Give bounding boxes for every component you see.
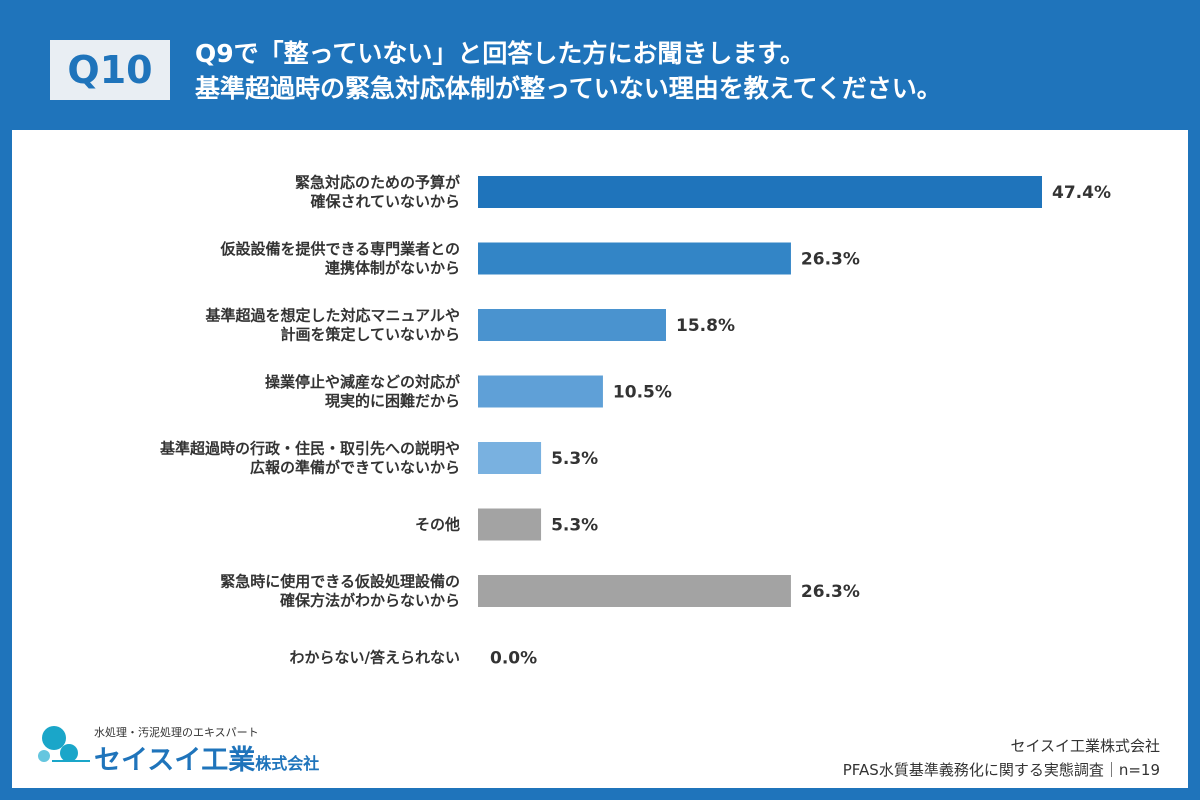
category-label-line: 計画を策定していないから	[280, 326, 460, 344]
logo-orb-icon	[60, 744, 78, 762]
value-label: 0.0%	[490, 649, 537, 669]
bar	[478, 375, 603, 408]
value-label: 26.3%	[801, 582, 860, 602]
logo-brand: セイスイ工業株式会社	[94, 738, 319, 777]
logo-line-icon	[52, 760, 90, 762]
company-logo: 水処理・汚泥処理のエキスパート セイスイ工業株式会社	[32, 720, 392, 780]
title-line-2: 基準超過時の緊急対応体制が整っていない理由を教えてください。	[195, 74, 942, 103]
category-label: その他	[415, 516, 460, 534]
category-label-line: 基準超過を想定した対応マニュアルや	[204, 307, 460, 325]
category-label-line: 現実的に困難だから	[325, 392, 460, 410]
logo-orb-icon	[38, 750, 50, 762]
category-label-line: 確保方法がわからないから	[279, 592, 460, 610]
question-badge: Q10	[50, 40, 170, 100]
category-label: 基準超過を想定した対応マニュアルや計画を策定していないから	[204, 307, 460, 344]
value-label: 15.8%	[676, 316, 735, 336]
category-label-line: 緊急時に使用できる仮設処理設備の	[220, 573, 460, 591]
logo-name: セイスイ工業	[94, 745, 256, 776]
bar	[478, 242, 791, 275]
category-label: 緊急対応のための予算が確保されていないから	[295, 174, 461, 211]
source-credit: セイスイ工業株式会社 PFAS水質基準義務化に関する実態調査｜n=19	[843, 734, 1160, 782]
category-label-line: 確保されていないから	[309, 193, 460, 211]
category-label: 基準超過時の行政・住民・取引先への説明や広報の準備ができていないから	[159, 440, 460, 477]
category-label-line: 基準超過時の行政・住民・取引先への説明や	[159, 440, 460, 458]
logo-suffix: 株式会社	[255, 754, 320, 773]
value-label: 47.4%	[1052, 183, 1111, 203]
value-label: 26.3%	[801, 250, 860, 270]
page-title: Q9で「整っていない」と回答した方にお聞きします。 基準超過時の緊急対応体制が整…	[195, 36, 1185, 106]
category-label-line: 広報の準備ができていないから	[250, 459, 460, 477]
category-label-line: 連携体制がないから	[325, 259, 460, 277]
value-label: 5.3%	[551, 516, 598, 536]
category-label-line: 仮設設備を提供できる専門業者との	[219, 240, 460, 258]
credit-survey: PFAS水質基準義務化に関する実態調査｜n=19	[842, 761, 1160, 779]
value-label: 10.5%	[613, 383, 672, 403]
chart-panel: 緊急対応のための予算が確保されていないから 47.4% 仮設設備を提供できる専門業者…	[12, 130, 1188, 788]
bar	[478, 176, 1042, 208]
credit-company: セイスイ工業株式会社	[1010, 737, 1160, 755]
bar	[478, 575, 791, 607]
header: Q10 Q9で「整っていない」と回答した方にお聞きします。 基準超過時の緊急対応…	[0, 0, 1200, 130]
category-label-line: 操業停止や減産などの対応が	[265, 373, 461, 391]
value-label: 5.3%	[551, 449, 598, 469]
category-label: 操業停止や減産などの対応が現実的に困難だから	[265, 373, 461, 410]
category-label: 緊急時に使用できる仮設処理設備の確保方法がわからないから	[220, 573, 460, 610]
category-label-line: わからない/答えられない	[290, 649, 460, 667]
logo-tagline: 水処理・汚泥処理のエキスパート	[94, 726, 259, 739]
bar	[478, 309, 666, 341]
category-label: 仮設設備を提供できる専門業者との連携体制がないから	[219, 240, 460, 277]
bar	[478, 442, 542, 474]
category-label-line: 緊急対応のための予算が	[295, 174, 461, 192]
category-label: わからない/答えられない	[290, 649, 460, 667]
title-line-1: Q9で「整っていない」と回答した方にお聞きします。	[195, 39, 805, 68]
bar-chart: 緊急対応のための予算が確保されていないから 47.4% 仮設設備を提供できる専門業者…	[159, 174, 1111, 669]
bar	[478, 508, 542, 541]
category-label-line: その他	[415, 516, 460, 534]
